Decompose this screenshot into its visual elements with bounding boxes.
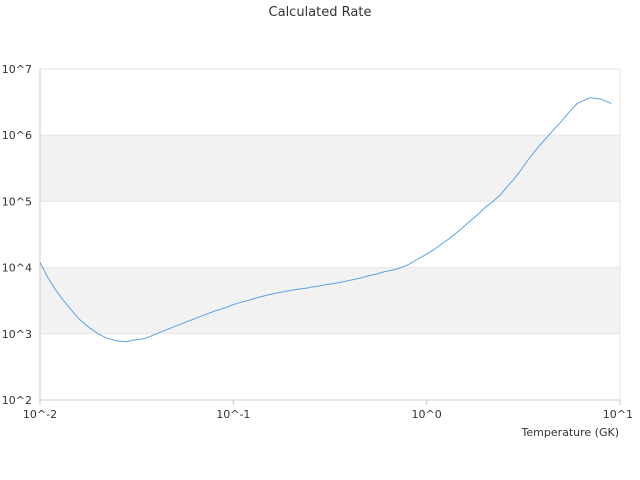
x-tick-label: 10^1 <box>603 408 633 421</box>
y-tick-labels: 10^2 10^3 10^4 10^5 10^6 10^7 <box>2 63 32 407</box>
grid-band <box>40 135 620 202</box>
grid-band <box>40 267 620 334</box>
x-tick-label: 10^-2 <box>23 408 57 421</box>
y-tick-label: 10^2 <box>2 394 32 407</box>
y-tick-label: 10^4 <box>2 262 32 275</box>
chart-title: Calculated Rate <box>269 5 372 20</box>
x-axis-title: Temperature (GK) <box>521 426 620 439</box>
y-tick-label: 10^6 <box>2 129 32 142</box>
series-line <box>39 97 612 343</box>
x-tick-label: 10^0 <box>412 408 442 421</box>
y-tick-label: 10^7 <box>2 63 32 76</box>
y-tick-label: 10^5 <box>2 195 32 208</box>
x-tick-labels: 10^-2 10^-1 10^0 10^1 <box>23 408 633 421</box>
grid-bands <box>40 135 620 334</box>
y-tick-label: 10^3 <box>2 328 32 341</box>
x-tick-label: 10^-1 <box>216 408 250 421</box>
axes <box>39 68 621 405</box>
